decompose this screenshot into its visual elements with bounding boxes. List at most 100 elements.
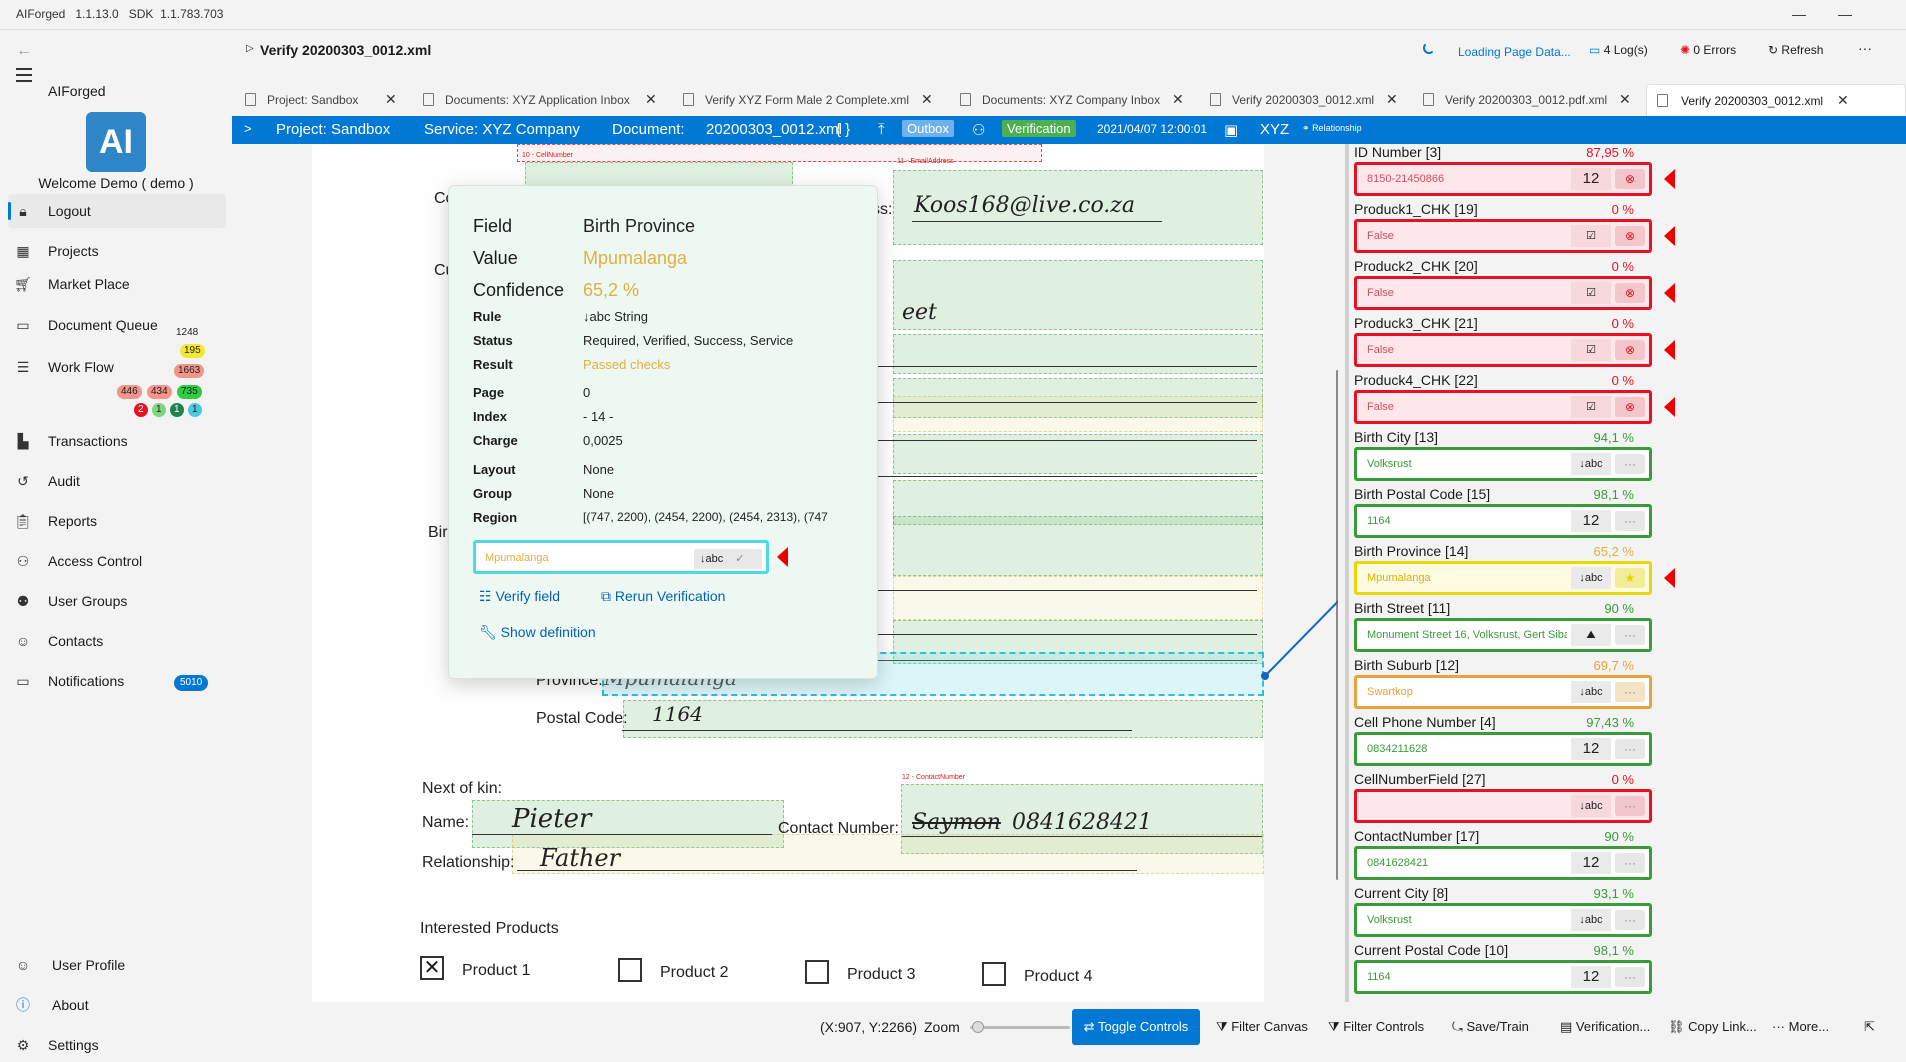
filter-controls-button[interactable]: ⧩ Filter Controls <box>1328 1019 1424 1035</box>
field-input[interactable]: False ☑ ⊗ <box>1354 276 1652 310</box>
monitor-icon[interactable]: ▣ <box>1224 122 1239 139</box>
hamburger-icon[interactable] <box>16 68 32 82</box>
region-box[interactable] <box>893 260 1263 330</box>
field-input[interactable]: 8150-21450866 12 ⊗ <box>1354 162 1652 196</box>
field-type-selector[interactable]: 12 <box>1571 966 1611 988</box>
sidebar-item-projects[interactable]: ▦ Projects <box>8 234 226 268</box>
expand-chevron-icon[interactable]: > <box>244 121 252 136</box>
tab-verify-xml-active[interactable]: Verify 20200303_0012.xml ✕ <box>1646 84 1906 116</box>
kin-name-region[interactable] <box>472 800 784 848</box>
outbox-badge[interactable]: Outbox <box>902 120 954 137</box>
relationship-region[interactable] <box>512 834 1264 874</box>
field-input[interactable]: Mpumalanga ↓abc ★ <box>1354 561 1652 595</box>
field-action-button[interactable]: ⊗ <box>1615 397 1645 417</box>
field-type-selector[interactable]: 12 <box>1571 852 1611 874</box>
field-action-button[interactable]: ··· <box>1615 910 1645 930</box>
field-type-selector[interactable]: ↓abc <box>1571 567 1611 589</box>
collapse-chevron-icon[interactable]: ▷ <box>246 43 254 54</box>
sidebar-item-logout[interactable]: 🔒︎ Logout <box>8 194 226 228</box>
postal-code-region[interactable] <box>623 700 1263 738</box>
tab-verify-form-male[interactable]: Verify XYZ Form Male 2 Complete.xml ✕ <box>683 86 933 114</box>
close-tab-icon[interactable]: ✕ <box>385 91 397 107</box>
field-action-button[interactable]: ⊗ <box>1615 169 1645 189</box>
sidebar-item-settings[interactable]: ⚙ Settings <box>8 1028 226 1062</box>
field-input[interactable]: Volksrust ↓abc ··· <box>1354 903 1652 937</box>
canvas-scrollbar[interactable] <box>1336 370 1339 880</box>
field-input[interactable]: 1164 12 ··· <box>1354 504 1652 538</box>
cell-number-region[interactable] <box>517 144 1042 162</box>
field-type-selector[interactable]: ☑ <box>1571 339 1611 361</box>
contact-region[interactable] <box>901 784 1263 854</box>
product3-checkbox[interactable] <box>805 960 829 984</box>
field-action-button[interactable]: ⊗ <box>1615 226 1645 246</box>
back-icon[interactable]: ← <box>16 42 32 59</box>
field-type-selector[interactable]: 12 <box>1571 510 1611 532</box>
field-action-button[interactable]: ··· <box>1615 625 1645 645</box>
popout-icon[interactable]: ⇱ <box>1864 1019 1875 1034</box>
field-action-button[interactable]: ⊗ <box>1615 340 1645 360</box>
email-region[interactable] <box>893 170 1263 245</box>
field-type-selector[interactable]: ↓abc <box>1571 681 1611 703</box>
sidebar-item-market-place[interactable]: 🛒︎ Market Place <box>8 267 226 301</box>
sidebar-item-about[interactable]: ⓘ About <box>8 988 226 1022</box>
field-type-selector[interactable]: ☑ <box>1571 396 1611 418</box>
project-breadcrumb[interactable]: Project: Sandbox <box>276 121 391 138</box>
field-type-selector[interactable]: ☑ <box>1571 282 1611 304</box>
sidebar-item-transactions[interactable]: ▙ Transactions <box>8 424 226 458</box>
panel-splitter[interactable] <box>1345 144 1349 1002</box>
field-input[interactable]: ↓abc ··· <box>1354 789 1652 823</box>
check-icon[interactable]: ✓ <box>735 553 745 565</box>
close-tab-icon[interactable]: ✕ <box>1619 91 1631 107</box>
service-breadcrumb[interactable]: Service: XYZ Company <box>424 121 580 138</box>
sidebar-item-document-queue[interactable]: ▭ Document Queue <box>8 308 226 342</box>
field-action-button[interactable]: ··· <box>1615 967 1645 987</box>
sidebar-item-access-control[interactable]: ⚇ Access Control <box>8 544 226 578</box>
upload-icon[interactable]: ⤒ <box>878 121 885 138</box>
close-tab-icon[interactable]: ✕ <box>645 91 657 107</box>
close-tab-icon[interactable]: ✕ <box>1172 91 1184 107</box>
minimize-icon[interactable]: — <box>1792 6 1806 22</box>
sidebar-item-contacts[interactable]: ☺ Contacts <box>8 624 226 658</box>
field-action-button[interactable]: ··· <box>1615 739 1645 759</box>
field-type-selector[interactable]: ↓abc <box>1571 795 1611 817</box>
region-box[interactable] <box>893 334 1263 374</box>
field-action-button[interactable]: ··· <box>1615 853 1645 873</box>
show-definition-button[interactable]: 🔧︎ Show definition <box>479 624 596 641</box>
field-action-button[interactable]: ··· <box>1615 454 1645 474</box>
field-action-button[interactable]: ··· <box>1615 511 1645 531</box>
product4-checkbox[interactable] <box>982 962 1006 986</box>
sidebar-item-user-groups[interactable]: ⚉ User Groups <box>8 584 226 618</box>
zoom-slider-thumb[interactable] <box>972 1021 984 1033</box>
field-input[interactable]: 1164 12 ··· <box>1354 960 1652 994</box>
zoom-slider[interactable] <box>970 1021 1070 1033</box>
region-box[interactable] <box>893 516 1263 576</box>
region-box[interactable] <box>893 378 1263 418</box>
close-tab-icon[interactable]: ✕ <box>1837 92 1849 108</box>
tab-application-inbox[interactable]: Documents: XYZ Application Inbox ✕ <box>423 86 658 114</box>
tab-company-inbox[interactable]: Documents: XYZ Company Inbox ✕ <box>960 86 1185 114</box>
field-input[interactable]: False ☑ ⊗ <box>1354 333 1652 367</box>
logs-button[interactable]: ▭ 4 Log(s) <box>1589 43 1648 57</box>
tab-project-sandbox[interactable]: Project: Sandbox ✕ <box>245 86 400 114</box>
popup-value-input[interactable]: Mpumalanga ↓abc ✓ <box>473 540 769 574</box>
field-type-selector[interactable]: ☑ <box>1571 225 1611 247</box>
field-type-selector[interactable]: ⛰ <box>1571 624 1611 646</box>
field-input[interactable]: Monument Street 16, Volksrust, Gert Siba… <box>1354 618 1652 652</box>
close-tab-icon[interactable]: ✕ <box>921 91 933 107</box>
field-input[interactable]: False ☑ ⊗ <box>1354 390 1652 424</box>
more-button[interactable]: ··· More... <box>1772 1019 1829 1034</box>
toggle-controls-button[interactable]: ⇄ Toggle Controls <box>1072 1009 1200 1045</box>
region-box[interactable] <box>893 480 1263 525</box>
product2-checkbox[interactable] <box>618 958 642 982</box>
field-type-selector[interactable]: 12 <box>1571 168 1611 190</box>
field-input[interactable]: False ☑ ⊗ <box>1354 219 1652 253</box>
field-type-selector[interactable]: 12 <box>1571 738 1611 760</box>
sidebar-item-notifications[interactable]: ▭ Notifications <box>8 664 226 698</box>
region-box[interactable] <box>893 576 1263 620</box>
region-box[interactable] <box>893 620 1263 664</box>
field-input[interactable]: 0834211628 12 ··· <box>1354 732 1652 766</box>
verification-badge[interactable]: Verification <box>1002 120 1076 137</box>
user-verify-icon[interactable]: ⚇ <box>972 122 986 139</box>
errors-button[interactable]: ✺ 0 Errors <box>1680 43 1736 57</box>
rerun-verification-button[interactable]: ⧉ Rerun Verification <box>601 588 725 605</box>
